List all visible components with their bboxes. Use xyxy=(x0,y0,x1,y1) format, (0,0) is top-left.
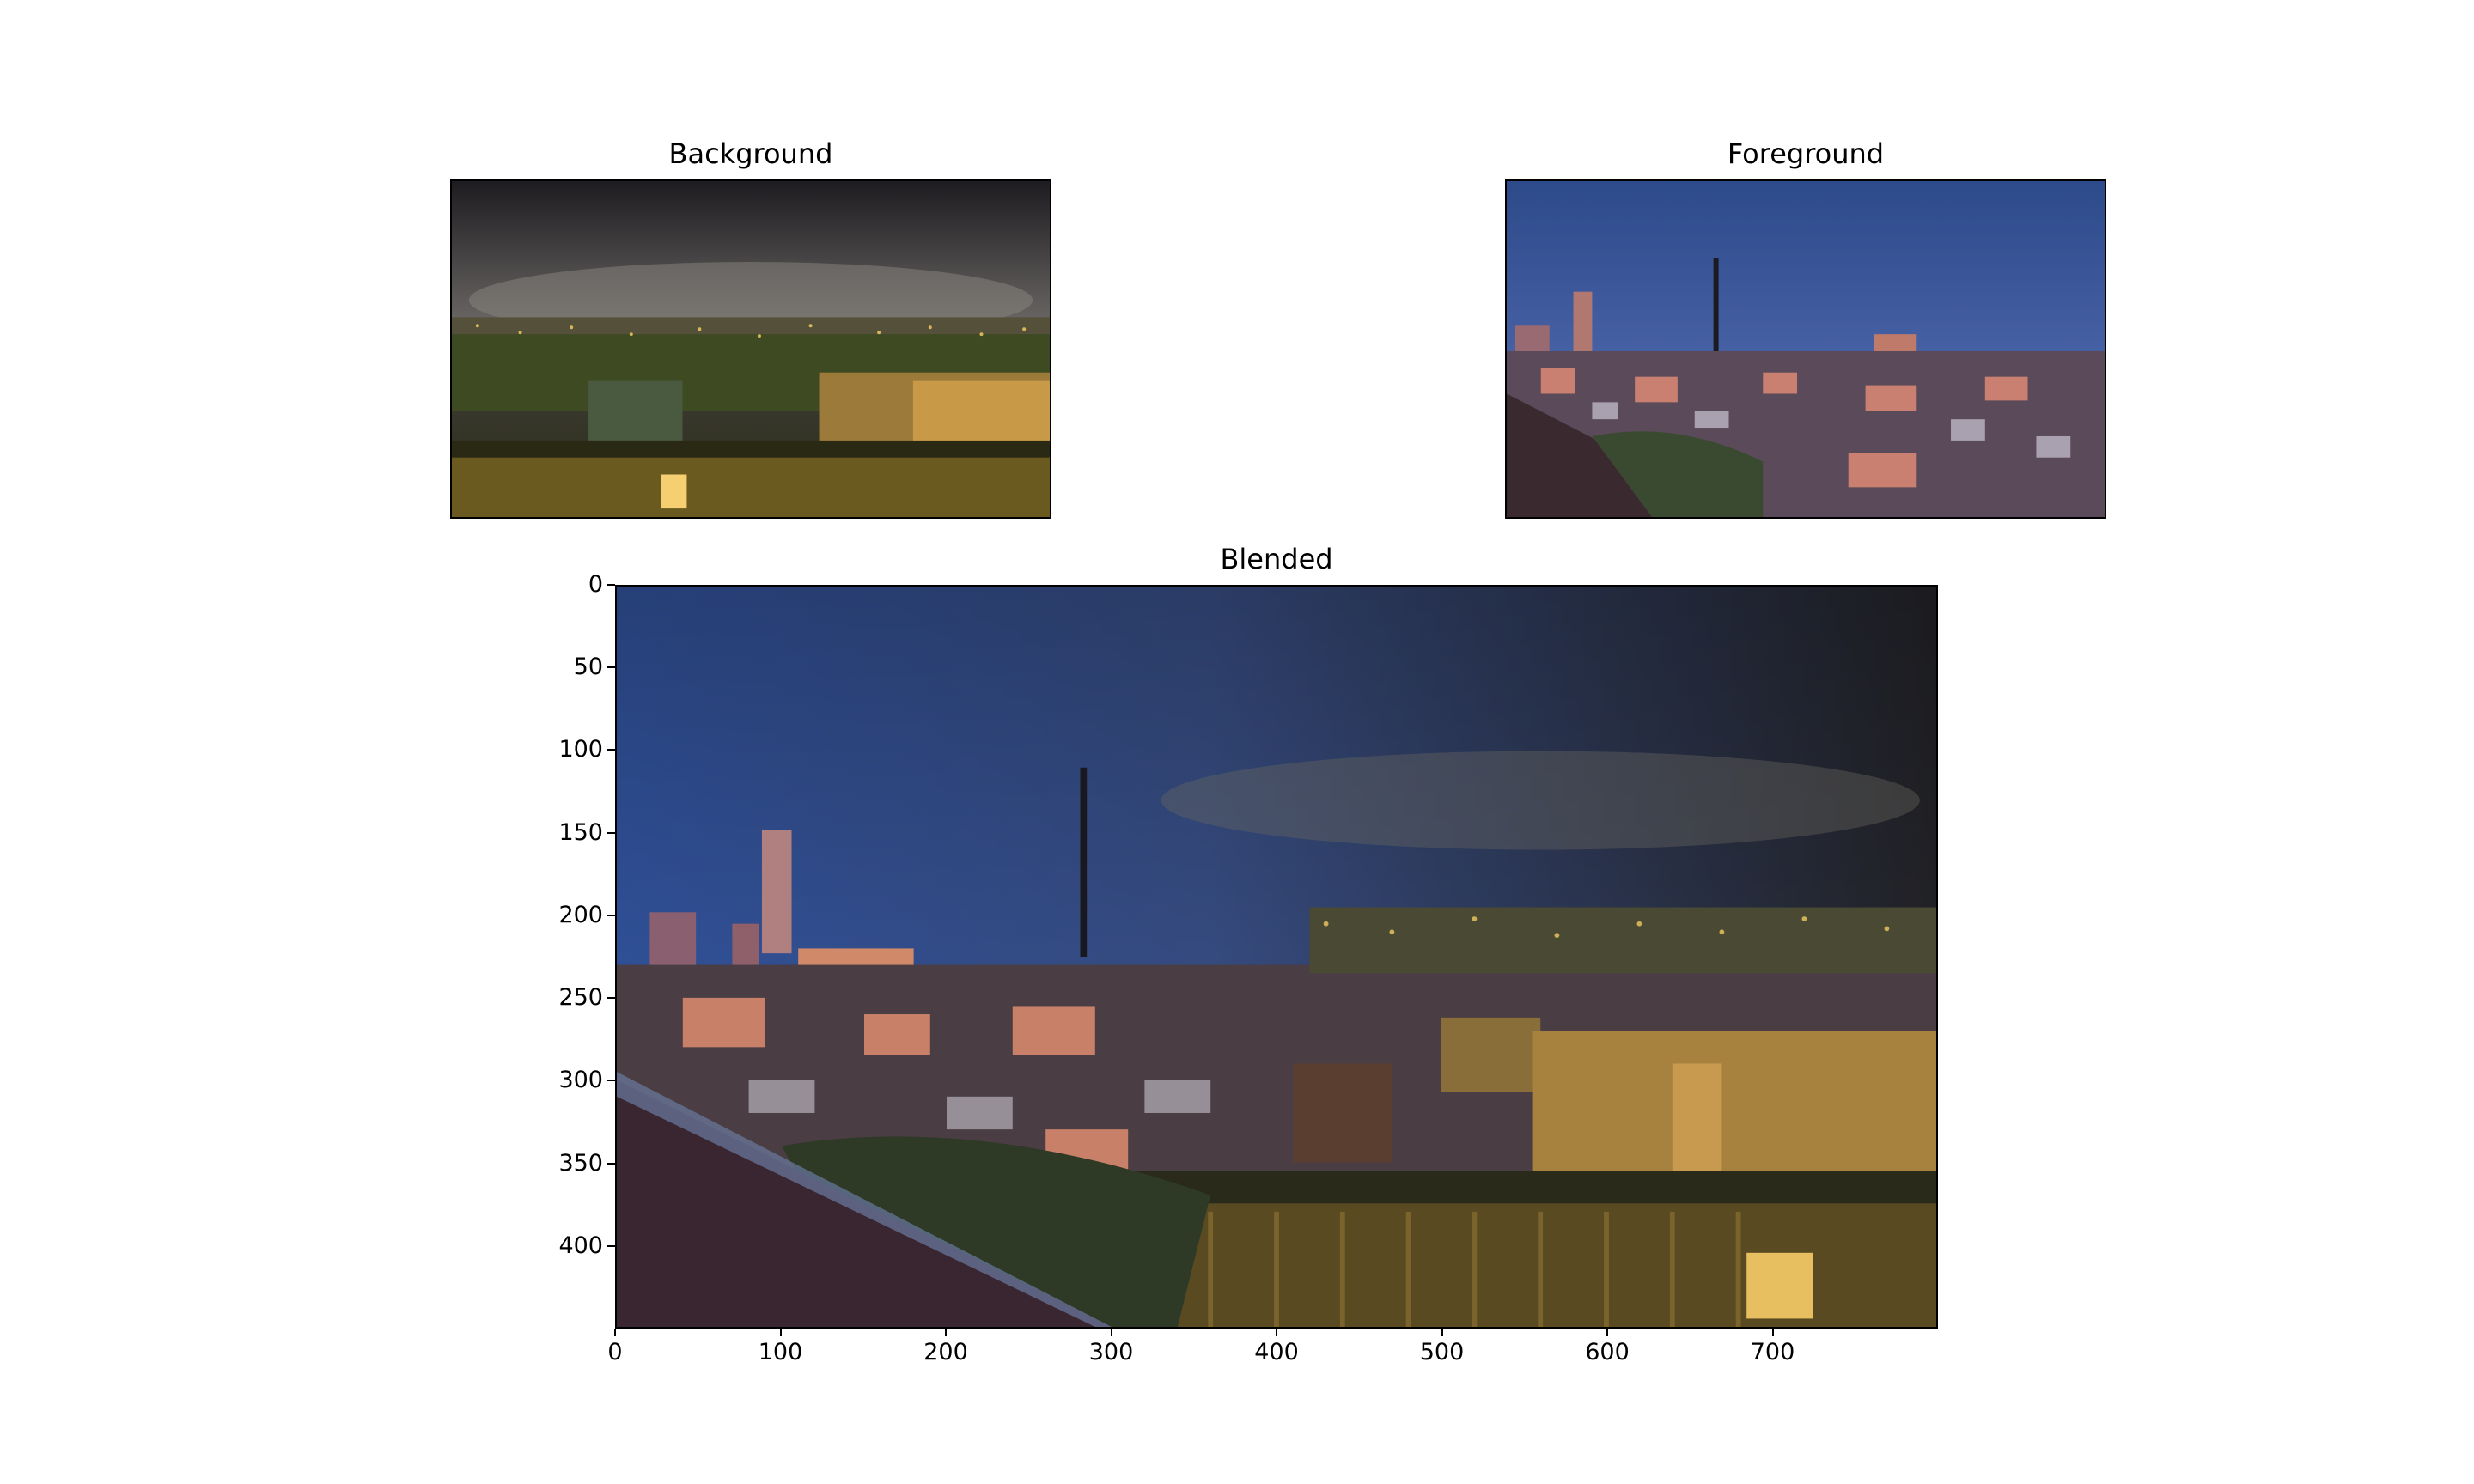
x-tick-label: 600 xyxy=(1585,1339,1630,1365)
blended-image xyxy=(615,585,1938,1329)
y-tick-label: 0 xyxy=(588,571,603,598)
background-image xyxy=(450,179,1051,519)
x-tick-mark xyxy=(1771,1329,1774,1336)
y-tick-mark xyxy=(607,749,615,751)
x-tick-label: 500 xyxy=(1419,1339,1465,1365)
x-tick-label: 0 xyxy=(607,1339,623,1365)
y-tick-label: 400 xyxy=(558,1232,603,1259)
foreground-title: Foreground xyxy=(1727,137,1885,170)
x-tick-label: 400 xyxy=(1254,1339,1299,1365)
x-tick-mark xyxy=(779,1329,782,1336)
x-tick-label: 100 xyxy=(758,1339,803,1365)
blended-title: Blended xyxy=(1220,543,1333,575)
x-tick-mark xyxy=(1441,1329,1443,1336)
y-tick-mark xyxy=(607,831,615,834)
x-tick-mark xyxy=(945,1329,947,1336)
x-tick-mark xyxy=(1606,1329,1608,1336)
y-tick-label: 250 xyxy=(558,984,603,1012)
x-tick-label: 700 xyxy=(1750,1339,1795,1365)
y-tick-mark xyxy=(607,666,615,669)
y-tick-mark xyxy=(607,584,615,586)
y-tick-mark xyxy=(607,1244,615,1247)
y-tick-label: 50 xyxy=(573,654,603,681)
x-tick-label: 300 xyxy=(1088,1339,1134,1365)
y-tick-mark xyxy=(607,1162,615,1165)
foreground-image xyxy=(1505,179,2106,519)
x-tick-label: 200 xyxy=(923,1339,968,1365)
y-tick-label: 350 xyxy=(558,1149,603,1177)
y-tick-mark xyxy=(607,1080,615,1082)
y-tick-mark xyxy=(607,914,615,916)
x-tick-mark xyxy=(1276,1329,1277,1336)
background-title-text: Background xyxy=(668,137,833,170)
y-tick-label: 300 xyxy=(558,1067,603,1094)
y-tick-label: 200 xyxy=(558,901,603,928)
x-tick-mark xyxy=(614,1329,616,1336)
y-tick-label: 150 xyxy=(558,818,603,846)
y-tick-label: 100 xyxy=(558,736,603,763)
y-tick-mark xyxy=(607,997,615,1000)
x-tick-mark xyxy=(1110,1329,1112,1336)
